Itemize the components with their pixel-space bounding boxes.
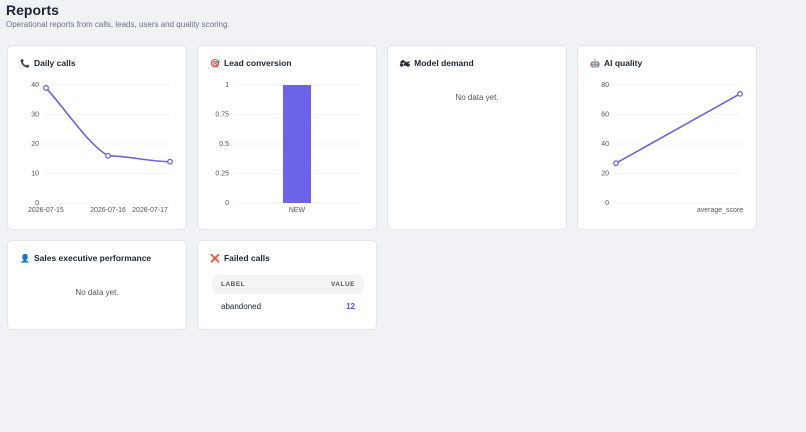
point: [737, 90, 743, 97]
table-header: LABEL VALUE: [212, 275, 364, 294]
column-header: LABEL: [221, 281, 246, 288]
line: [615, 93, 741, 164]
chart: 0 0.25 0.5 0.75 1 NEW: [215, 82, 360, 214]
card-title: Sales executive performance: [33, 253, 152, 263]
card-header: 🏍 Model demand: [400, 58, 474, 68]
card: 🎯 Lead conversion 0 0.25 0.5 0.75 1 NEW: [197, 45, 377, 230]
card-title: Model demand: [414, 58, 474, 68]
y-tick-label: 0.5: [219, 141, 229, 148]
card-title: Daily calls: [33, 58, 76, 68]
page-subtitle: Operational reports from calls, leads, u…: [6, 20, 230, 29]
card-icon: 🎯: [210, 59, 220, 68]
card-header: 📞 Daily calls: [20, 58, 76, 68]
card: 📞 Daily calls 0 10 20 30 40 2026-07-15 2026-07-1…: [7, 45, 187, 230]
point: [613, 160, 619, 167]
x-tick-label: 2026-07-17: [132, 207, 168, 214]
y-tick-label: 40: [601, 141, 609, 148]
card: 🤖 AI quality 0 20 40 60 80 average_score: [577, 45, 757, 230]
chart: 0 20 40 60 80 average_score: [601, 82, 743, 214]
y-tick-label: 1: [225, 82, 229, 89]
x-tick-label: NEW: [289, 207, 306, 214]
y-tick-label: 40: [31, 82, 39, 89]
y-tick-label: 60: [601, 111, 609, 118]
y-tick-label: 0.75: [215, 111, 229, 118]
y-tick-label: 20: [601, 170, 609, 177]
point: [167, 158, 173, 165]
point: [105, 152, 111, 159]
table-cell: 12: [346, 302, 355, 311]
card-icon: 👤: [20, 254, 30, 263]
point: [43, 85, 49, 91]
table: LABEL VALUE abandoned 12: [212, 275, 364, 319]
y-tick-label: 0: [225, 200, 229, 207]
y-tick-label: 20: [31, 141, 39, 148]
card-title: Failed calls: [223, 253, 270, 263]
x-tick-label: average_score: [697, 207, 743, 214]
x-tick-label: 2026-07-15: [28, 207, 64, 214]
card-header: 🤖 AI quality: [590, 58, 642, 68]
card-icon: ❌: [210, 254, 220, 263]
card-icon: 🤖: [590, 59, 600, 68]
chart: 0 10 20 30 40 2026-07-15 2026-07-16 2026-07-17: [28, 82, 173, 214]
card-icon: 📞: [20, 59, 30, 68]
card-title: AI quality: [603, 58, 643, 68]
y-tick-label: 80: [601, 82, 609, 89]
bar: [283, 85, 311, 203]
card: ❌ Failed calls LABEL VALUE abandoned 12: [197, 240, 377, 330]
y-tick-label: 30: [31, 111, 39, 118]
card-header: ❌ Failed calls: [210, 253, 270, 263]
y-tick-label: 10: [31, 170, 39, 177]
column-header: VALUE: [330, 281, 355, 288]
card-icon: 🏍: [400, 59, 411, 68]
table-row: abandoned 12: [212, 294, 364, 319]
card-header: 👤 Sales executive performance: [20, 253, 151, 263]
y-tick-label: 0: [605, 200, 609, 207]
empty-message: No data yet.: [75, 288, 119, 297]
line: [45, 87, 171, 163]
card: 👤 Sales executive performance No data yet.: [7, 240, 187, 330]
cards: 📞 Daily calls 0 10 20 30 40 2026-07-15 2026-07-1…: [7, 45, 757, 330]
card-header: 🎯 Lead conversion: [210, 58, 292, 68]
empty-message: No data yet.: [455, 93, 499, 102]
x-tick-label: 2026-07-16: [90, 207, 126, 214]
card-title: Lead conversion: [223, 58, 292, 68]
table-cell: abandoned: [221, 302, 262, 311]
y-tick-label: 0.25: [215, 170, 229, 177]
page-title: Reports: [6, 2, 59, 18]
card: 🏍 Model demand No data yet.: [387, 45, 567, 230]
y-tick-label: 0: [35, 200, 39, 207]
